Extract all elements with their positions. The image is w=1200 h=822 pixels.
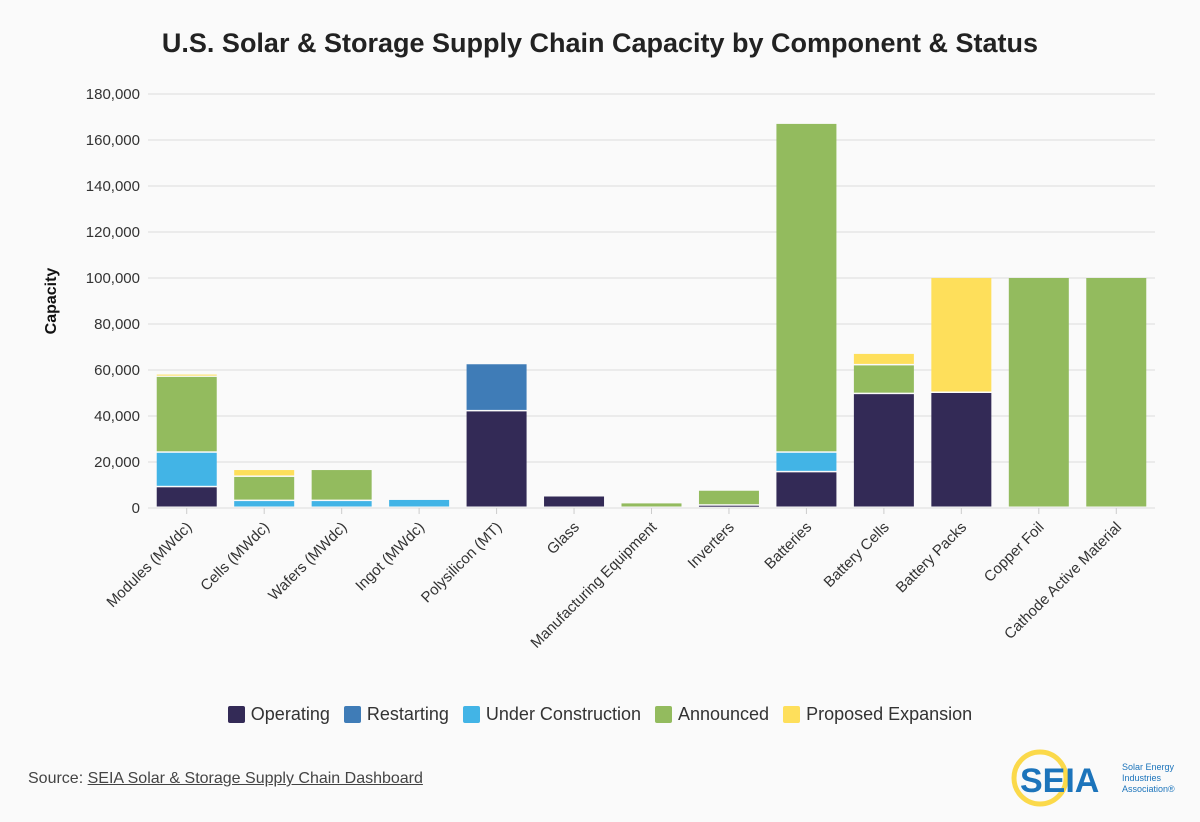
legend-swatch (227, 706, 245, 723)
legend-swatch (783, 706, 801, 723)
source-link[interactable]: SEIA Solar & Storage Supply Chain Dashbo… (87, 770, 423, 787)
bar-segment-proposed-expansion (234, 470, 295, 476)
source-note: Source: SEIA Solar & Storage Supply Chai… (28, 770, 423, 788)
x-tick-label: Wafers (MWdc) (265, 519, 350, 604)
y-tick-label: 120,000 (86, 224, 140, 241)
bar-segment-operating (776, 472, 837, 507)
bar-segment-proposed-expansion (853, 353, 914, 364)
bar-segment-under-construction (156, 452, 217, 486)
y-tick-label: 140,000 (86, 178, 140, 195)
bar-segment-operating (156, 487, 217, 507)
x-tick-label: Polysilicon (MT) (418, 519, 505, 606)
bar-segment-announced (156, 376, 217, 452)
bar-segment-proposed-expansion (156, 374, 217, 376)
legend-item[interactable]: Under Construction (462, 704, 641, 725)
bar-segment-under-construction (311, 501, 372, 507)
seia-logo: SEIA Solar Energy Industries Association… (1011, 749, 1175, 807)
svg-text:Association®: Association® (1122, 784, 1175, 794)
stacked-bar-chart: 0 20,000 40,000 60,000 80,000 100,000 120,000 1… (43, 86, 1155, 652)
bar-segment-under-construction (389, 499, 450, 507)
y-tick-label: 180,000 (86, 86, 140, 103)
bar-segment-announced (621, 503, 682, 507)
x-tick-label: Batteries (761, 519, 815, 573)
chart-title: U.S. Solar & Storage Supply Chain Capaci… (161, 28, 1039, 58)
y-tick-label: 60,000 (94, 362, 140, 379)
bar-segment-operating (931, 393, 992, 507)
legend-label: Proposed Expansion (806, 704, 973, 724)
legend-item[interactable]: Announced (654, 704, 770, 725)
y-tick-label: 160,000 (86, 132, 140, 149)
legend-swatch (343, 706, 361, 723)
bar-segment-announced (1086, 278, 1147, 507)
x-tick-label: Battery Packs (893, 519, 970, 596)
x-tick-label: Ingot (MWdc) (352, 519, 428, 595)
x-tick-label: Inverters (685, 519, 738, 572)
bar-segment-announced (853, 365, 914, 393)
legend-item[interactable]: Proposed Expansion (783, 704, 972, 725)
bar-segment-under-construction (234, 501, 295, 507)
legend: Operating Restarting Under Construction Ann… (0, 704, 1200, 725)
bar-segment-restarting (466, 364, 527, 410)
bar-segment-announced (311, 470, 372, 500)
y-tick-label: 0 (132, 500, 140, 517)
y-tick-label: 40,000 (94, 408, 140, 425)
x-tick-label: Manufacturing Equipment (527, 518, 660, 651)
y-tick-label: 20,000 (94, 454, 140, 471)
bar-segment-proposed-expansion (931, 278, 992, 392)
svg-text:Solar Energy: Solar Energy (1122, 762, 1175, 772)
legend-label: Announced (677, 704, 770, 724)
x-tick-label: Glass (544, 519, 583, 558)
x-tick-label: Modules (MWdc) (103, 519, 195, 611)
svg-text:SEIA: SEIA (1020, 762, 1099, 800)
legend-swatch (654, 706, 672, 723)
x-tick-label: Battery Cells (821, 519, 893, 591)
bar-segment-operating (698, 505, 759, 507)
y-tick-label: 100,000 (86, 270, 140, 287)
bar-segment-announced (1008, 278, 1069, 507)
legend-item[interactable]: Operating (227, 704, 330, 725)
bar-segment-announced (776, 123, 837, 452)
bar-segment-operating (853, 394, 914, 507)
legend-label: Restarting (366, 704, 449, 724)
svg-text:Industries: Industries (1122, 773, 1162, 783)
bar-segment-operating (544, 496, 605, 507)
bar-segment-announced (234, 476, 295, 500)
bar-segment-announced (698, 490, 759, 505)
x-tick-label: Cells (MWdc) (197, 519, 273, 595)
legend-label: Under Construction (485, 704, 641, 724)
y-tick-label: 80,000 (94, 316, 140, 333)
bar-segment-operating (466, 411, 527, 507)
bar-segment-under-construction (776, 452, 837, 471)
x-tick-label: Copper Foil (981, 519, 1048, 586)
legend-label: Operating (250, 704, 330, 724)
y-axis-label: Capacity (43, 268, 60, 335)
legend-item[interactable]: Restarting (343, 704, 449, 725)
source-prefix: Source: (28, 770, 88, 787)
legend-swatch (462, 706, 480, 723)
